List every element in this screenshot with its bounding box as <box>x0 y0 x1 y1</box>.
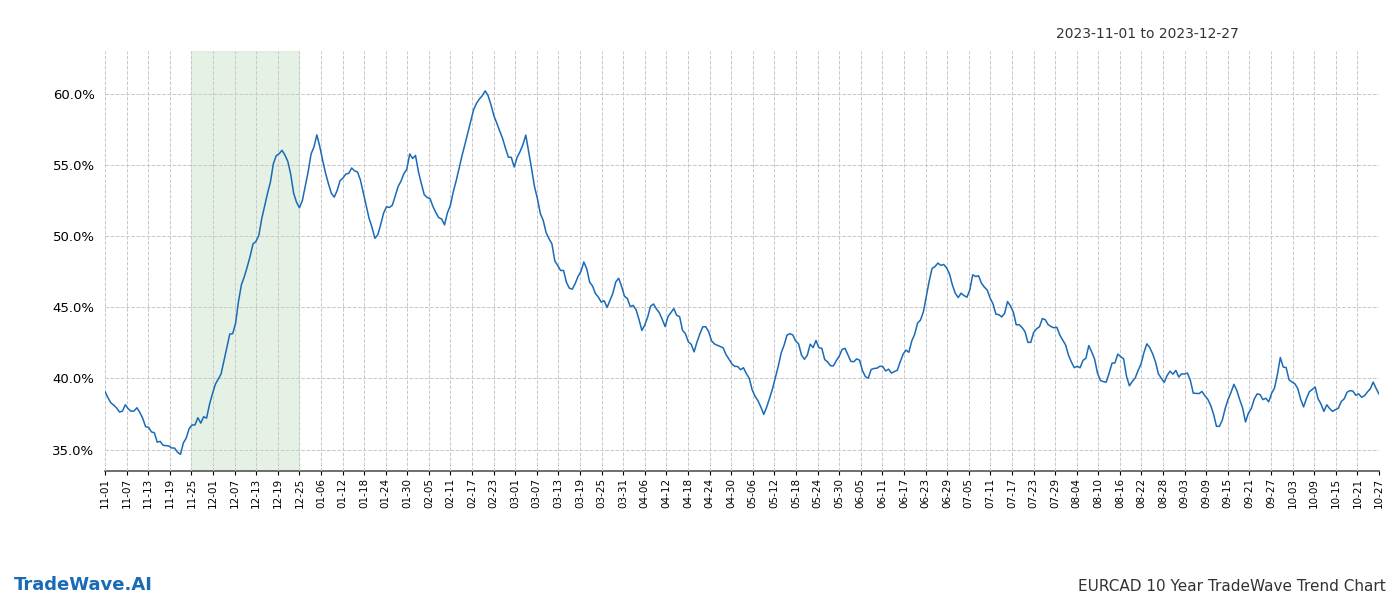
Text: 2023-11-01 to 2023-12-27: 2023-11-01 to 2023-12-27 <box>1056 27 1239 41</box>
Text: EURCAD 10 Year TradeWave Trend Chart: EURCAD 10 Year TradeWave Trend Chart <box>1078 579 1386 594</box>
Text: TradeWave.AI: TradeWave.AI <box>14 576 153 594</box>
Bar <box>192 51 300 471</box>
